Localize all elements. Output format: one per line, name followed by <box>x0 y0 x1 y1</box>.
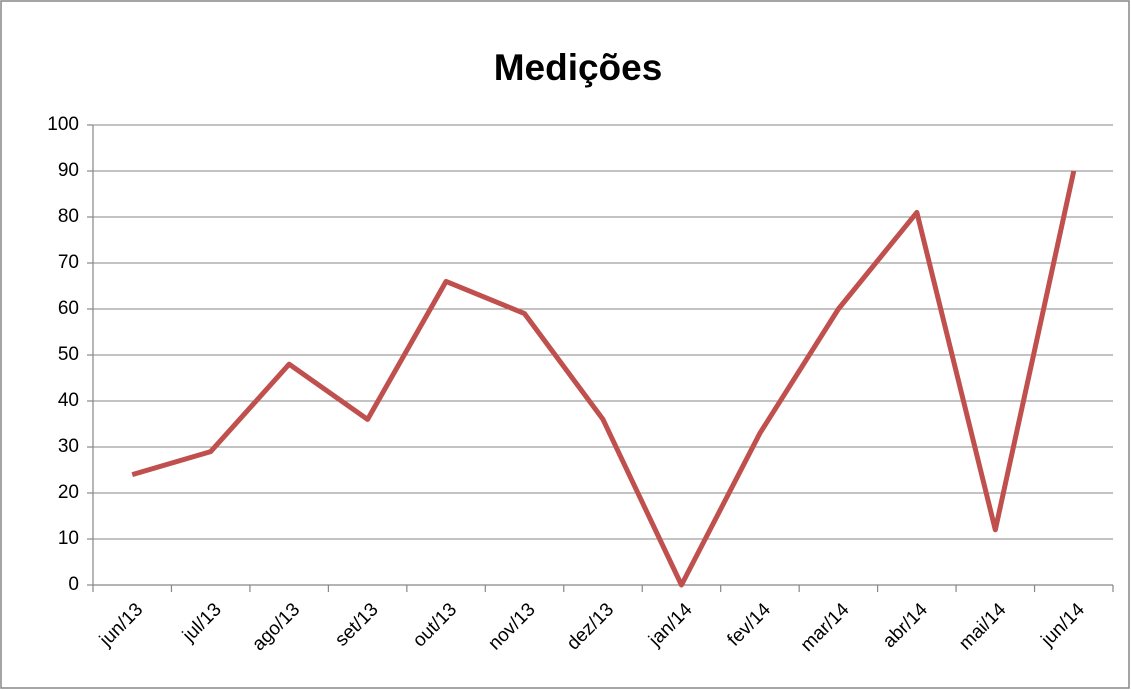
y-tick-label: 60 <box>58 298 79 319</box>
y-tick-label: 90 <box>58 160 79 181</box>
y-tick-label: 40 <box>58 390 79 411</box>
y-tick-label: 70 <box>58 252 79 273</box>
y-tick-label: 30 <box>58 436 79 457</box>
y-tick-label: 20 <box>58 482 79 503</box>
y-tick-label: 10 <box>58 528 79 549</box>
y-tick-label: 50 <box>58 344 79 365</box>
y-tick-label: 0 <box>68 574 79 595</box>
y-tick-label: 100 <box>47 114 79 135</box>
chart-title: Medições <box>494 47 663 88</box>
line <box>131 170 1077 588</box>
y-tick-label: 80 <box>58 206 79 227</box>
